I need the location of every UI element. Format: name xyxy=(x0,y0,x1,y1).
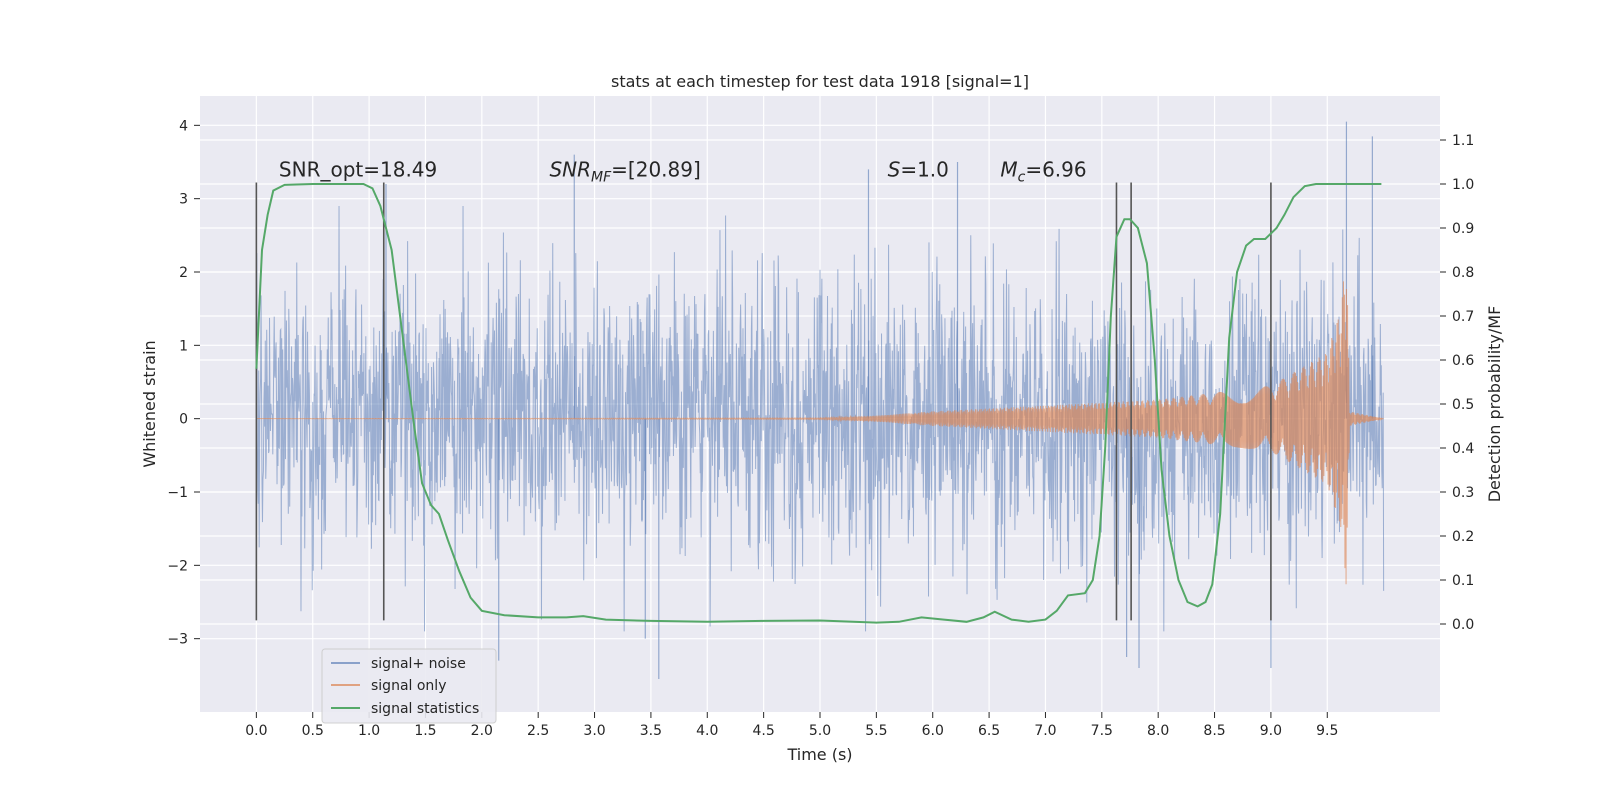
annotation-0: SNR_opt=18.49 xyxy=(279,158,437,182)
annotation-3: Mc=6.96 xyxy=(1000,158,1086,186)
y2-tick-label: 0.6 xyxy=(1452,353,1474,369)
y-tick-label: 0 xyxy=(179,412,188,428)
x-tick-label: 8.0 xyxy=(1147,723,1169,739)
series-signal-plus-noise xyxy=(255,121,1385,679)
x-tick-label: 8.5 xyxy=(1203,723,1225,739)
annotations: SNR_opt=18.49 SNRMF=[20.89] S=1.0 Mc=6.96 xyxy=(279,158,1087,186)
y2-tick-label: 1.0 xyxy=(1452,177,1474,193)
x-tick-label: 0.5 xyxy=(302,723,324,739)
x-axis-label: Time (s) xyxy=(786,745,852,764)
series-signal-only xyxy=(256,281,1384,585)
legend: signal+ noise signal only signal statist… xyxy=(321,648,497,724)
x-tick-label: 1.0 xyxy=(358,723,380,739)
x-tick-label: 1.5 xyxy=(414,723,436,739)
x-tick-label: 5.5 xyxy=(865,723,887,739)
annotation-1: SNRMF=[20.89] xyxy=(549,158,700,186)
y2-tick-label: 0.1 xyxy=(1452,573,1474,589)
y-tick-label: 3 xyxy=(179,192,188,208)
y-tick-label: 1 xyxy=(179,338,188,354)
y-axis-label: Whitened strain xyxy=(140,340,159,467)
x-tick-label: 6.5 xyxy=(978,723,1000,739)
y-tick-label: −1 xyxy=(167,485,188,501)
y-tick-label: 4 xyxy=(179,118,188,134)
x-tick-label: 2.0 xyxy=(471,723,493,739)
y2-tick-label: 0.3 xyxy=(1452,485,1474,501)
signal-statistics-line xyxy=(255,183,1382,624)
axes: 0.0 0.5 1.0 1.5 2.0 2.5 3.0 3.5 4.0 4.5 5.0 5.5 6.0 6… xyxy=(167,118,1474,739)
y-tick-label: −3 xyxy=(167,632,188,648)
x-tick-label: 7.0 xyxy=(1034,723,1056,739)
y2-axis-label: Detection probability/MF xyxy=(1485,306,1504,503)
legend-label-signal-plus-noise: signal+ noise xyxy=(371,656,466,672)
x-tick-label: 3.0 xyxy=(583,723,605,739)
x-tick-label: 0.0 xyxy=(245,723,267,739)
y2-tick-label: 0.5 xyxy=(1452,397,1474,413)
x-tick-label: 9.5 xyxy=(1316,723,1338,739)
x-tick-label: 2.5 xyxy=(527,723,549,739)
y2-tick-label: 0.8 xyxy=(1452,265,1474,281)
y2-tick-label: 0.4 xyxy=(1452,441,1474,457)
x-tick-label: 4.0 xyxy=(696,723,718,739)
legend-box xyxy=(321,648,497,724)
chart-title: stats at each timestep for test data 191… xyxy=(611,72,1029,91)
y2-tick-label: 0.7 xyxy=(1452,309,1474,325)
signal-only-line xyxy=(256,281,1384,585)
x-tick-label: 9.0 xyxy=(1260,723,1282,739)
vertical-markers xyxy=(255,182,1272,621)
x-tick-label: 7.5 xyxy=(1091,723,1113,739)
x-tick-label: 6.0 xyxy=(922,723,944,739)
signal-plus-noise-line xyxy=(255,205,1385,632)
annotation-2: S=1.0 xyxy=(888,158,949,182)
legend-label-signal-statistics: signal statistics xyxy=(371,701,479,717)
y2-tick-label: 0.2 xyxy=(1452,529,1474,545)
legend-label-signal-only: signal only xyxy=(371,678,446,694)
y-tick-label: 2 xyxy=(179,265,188,281)
y-tick-label: −2 xyxy=(167,558,188,574)
y2-tick-label: 0.0 xyxy=(1452,617,1474,633)
y2-tick-label: 0.9 xyxy=(1452,221,1474,237)
y2-tick-label: 1.1 xyxy=(1452,133,1474,149)
x-tick-label: 5.0 xyxy=(809,723,831,739)
x-tick-label: 4.5 xyxy=(753,723,775,739)
x-tick-label: 3.5 xyxy=(640,723,662,739)
series-signal-statistics xyxy=(255,183,1382,624)
